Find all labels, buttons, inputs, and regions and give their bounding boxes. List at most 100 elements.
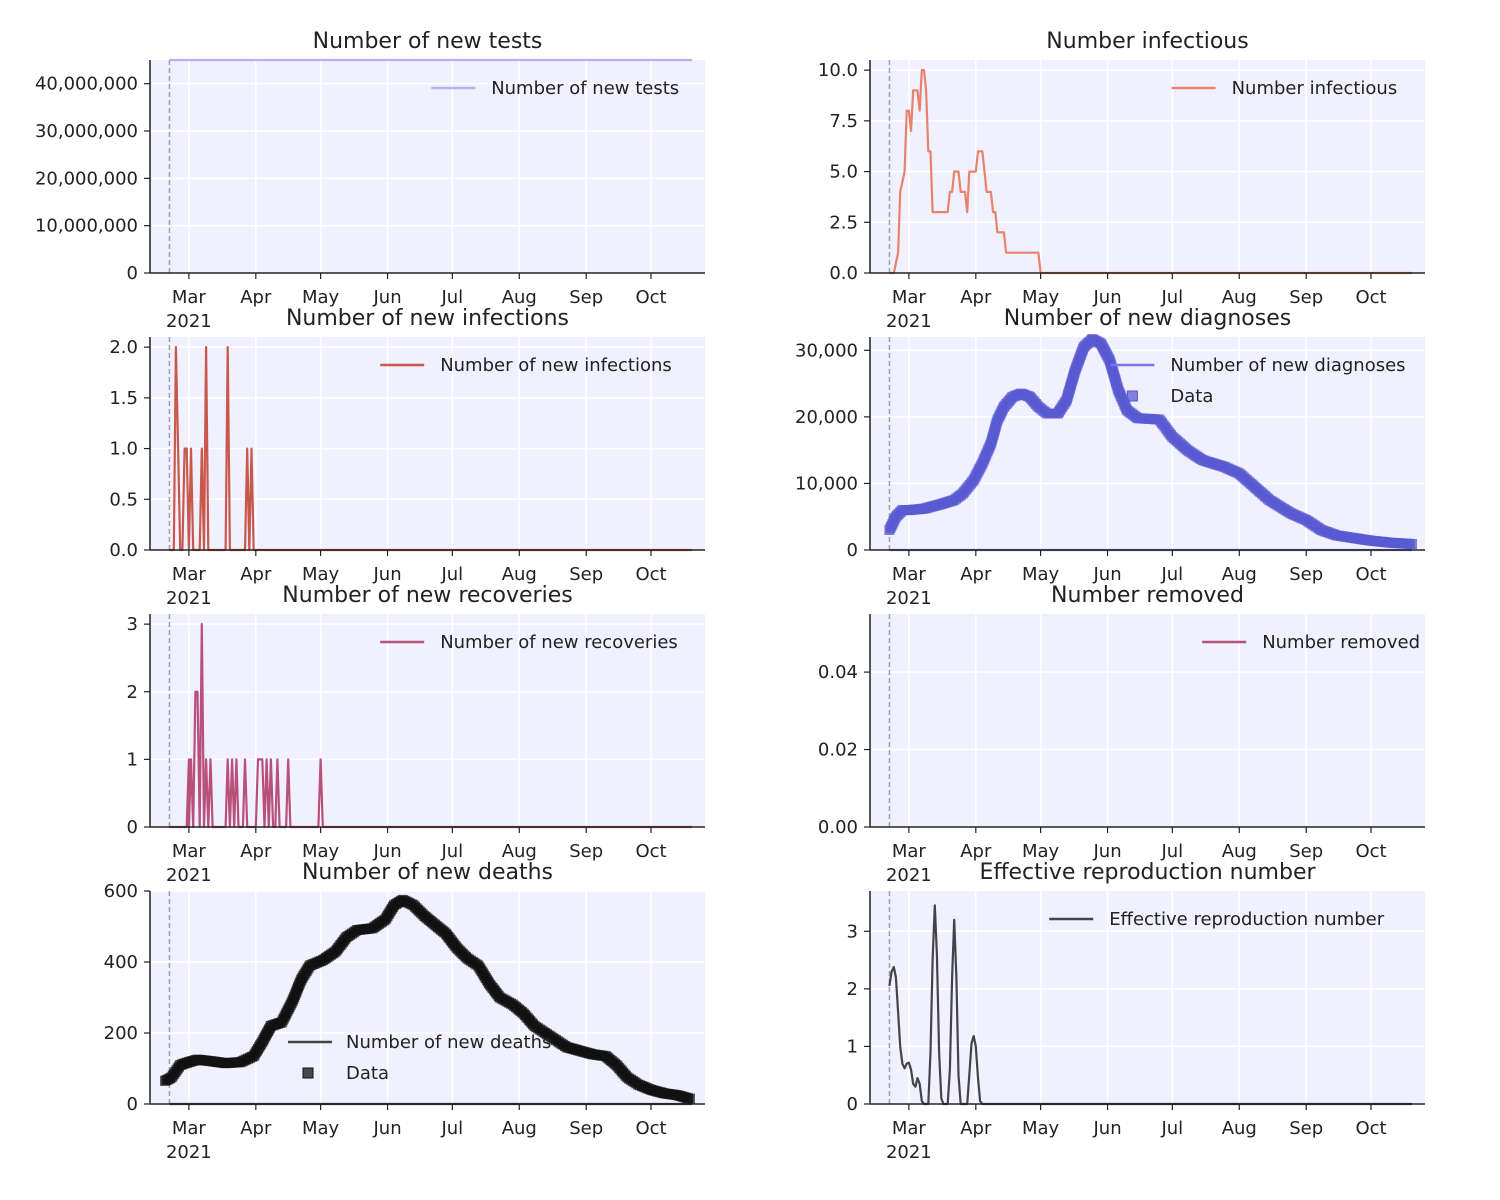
y-tick-label: 1.0 <box>109 439 138 460</box>
x-tick-label: Jun <box>372 841 401 862</box>
x-tick-label: Aug <box>502 1118 537 1139</box>
plot-area <box>870 60 1425 273</box>
chart-title: Number of new diagnoses <box>1004 306 1291 331</box>
y-tick-label: 3 <box>127 614 138 635</box>
y-tick-label: 0 <box>847 540 858 561</box>
y-tick-label: 1 <box>847 1036 858 1057</box>
chart-title: Number of new tests <box>313 29 543 54</box>
x-tick-label: Apr <box>960 841 992 862</box>
plot-area <box>150 337 705 550</box>
x-tick-label: Jul <box>1160 841 1183 862</box>
legend-label: Number of new diagnoses <box>1170 355 1405 376</box>
x-tick-label: Mar <box>172 841 207 862</box>
y-tick-label: 30,000,000 <box>35 121 138 142</box>
x-tick-label: Jul <box>1160 564 1183 585</box>
x-tick-label: Apr <box>240 841 272 862</box>
y-tick-label: 10.0 <box>818 60 858 81</box>
y-tick-label: 0.04 <box>818 662 858 683</box>
plot-area <box>150 60 705 273</box>
y-tick-label: 3 <box>847 921 858 942</box>
x-tick-label: Jun <box>1092 287 1121 308</box>
x-tick-label: Mar <box>892 1118 927 1139</box>
x-tick-label: May <box>302 841 340 862</box>
legend-label: Number of new recoveries <box>440 632 678 653</box>
x-tick-label: Oct <box>635 564 666 585</box>
chart-panel: 0.00 0.02 0.04 Mar Apr May Jun Jul Aug Sep Oct 2021… <box>818 583 1425 886</box>
y-tick-label: 600 <box>104 881 138 902</box>
legend-label: Effective reproduction number <box>1109 909 1385 930</box>
year-label: 2021 <box>166 311 212 332</box>
series-line <box>888 904 1412 1106</box>
x-tick-label: Aug <box>1222 564 1257 585</box>
y-tick-label: 400 <box>104 952 138 973</box>
y-tick-label: 0 <box>847 1094 858 1115</box>
x-tick-label: Oct <box>1355 1118 1386 1139</box>
legend-label: Number infectious <box>1232 78 1398 99</box>
x-tick-label: Jun <box>1092 1118 1121 1139</box>
legend-label: Number of new tests <box>491 78 679 99</box>
x-tick-label: May <box>302 564 340 585</box>
x-tick-label: Aug <box>1222 287 1257 308</box>
x-tick-label: Sep <box>569 1118 603 1139</box>
x-tick-label: Aug <box>1222 1118 1257 1139</box>
x-tick-label: Oct <box>635 841 666 862</box>
x-tick-label: Jun <box>372 564 401 585</box>
x-tick-label: Jul <box>440 1118 463 1139</box>
year-label: 2021 <box>166 588 212 609</box>
plot-area <box>870 891 1425 1104</box>
x-tick-label: Sep <box>569 841 603 862</box>
y-tick-label: 20,000,000 <box>35 168 138 189</box>
x-tick-label: May <box>1022 564 1060 585</box>
x-tick-label: Mar <box>172 1118 207 1139</box>
x-tick-label: Sep <box>1289 841 1323 862</box>
x-tick-label: Sep <box>569 287 603 308</box>
y-tick-label: 20,000 <box>795 407 858 428</box>
x-tick-label: Sep <box>569 564 603 585</box>
chart-panel: 0 10,000 20,000 30,000 Mar Apr May Jun Jul Aug Sep… <box>795 306 1425 609</box>
chart-panel: 0 1 2 3 Mar Apr May Jun Jul Aug Sep Oct 2021 Number o… <box>127 583 705 886</box>
data-marker <box>684 1093 695 1104</box>
x-tick-label: Jul <box>440 287 463 308</box>
chart-title: Number of new recoveries <box>282 583 572 608</box>
y-tick-label: 10,000,000 <box>35 216 138 237</box>
year-label: 2021 <box>886 865 932 886</box>
x-tick-label: Aug <box>502 564 537 585</box>
y-tick-label: 10,000 <box>795 473 858 494</box>
legend-marker <box>302 1067 314 1079</box>
x-tick-label: May <box>1022 287 1060 308</box>
year-label: 2021 <box>886 588 932 609</box>
x-tick-label: Apr <box>240 1118 272 1139</box>
chart-panel: 0 10,000,000 20,000,000 30,000,000 40,000,00… <box>35 29 705 332</box>
data-markers <box>884 334 1418 550</box>
x-tick-label: Oct <box>1355 841 1386 862</box>
y-tick-label: 0.00 <box>818 817 858 838</box>
x-tick-label: Mar <box>172 564 207 585</box>
y-tick-label: 0.0 <box>829 263 858 284</box>
x-tick-label: Jun <box>1092 841 1121 862</box>
chart-title: Number of new infections <box>286 306 569 331</box>
y-tick-label: 0.02 <box>818 740 858 761</box>
x-tick-label: May <box>1022 1118 1060 1139</box>
x-tick-label: Aug <box>502 287 537 308</box>
y-tick-label: 2 <box>847 979 858 1000</box>
plot-area <box>870 337 1425 550</box>
y-tick-label: 0 <box>127 1094 138 1115</box>
x-tick-label: Apr <box>240 287 272 308</box>
data-marker <box>1407 539 1418 550</box>
x-tick-label: Jun <box>372 1118 401 1139</box>
x-tick-label: Oct <box>635 287 666 308</box>
x-tick-label: Apr <box>960 1118 992 1139</box>
x-tick-label: Mar <box>172 287 207 308</box>
y-tick-label: 0 <box>127 817 138 838</box>
x-tick-label: Oct <box>1355 564 1386 585</box>
x-tick-label: Jul <box>1160 287 1183 308</box>
x-tick-label: Mar <box>892 564 927 585</box>
y-tick-label: 2 <box>127 682 138 703</box>
year-label: 2021 <box>886 1142 932 1163</box>
x-tick-label: May <box>1022 841 1060 862</box>
chart-panel: 0.0 2.5 5.0 7.5 10.0 Mar Apr May Jun Jul Aug Sep Oct… <box>818 29 1425 332</box>
x-tick-label: Apr <box>960 564 992 585</box>
chart-title: Effective reproduction number <box>979 860 1316 885</box>
y-tick-label: 0.0 <box>109 540 138 561</box>
